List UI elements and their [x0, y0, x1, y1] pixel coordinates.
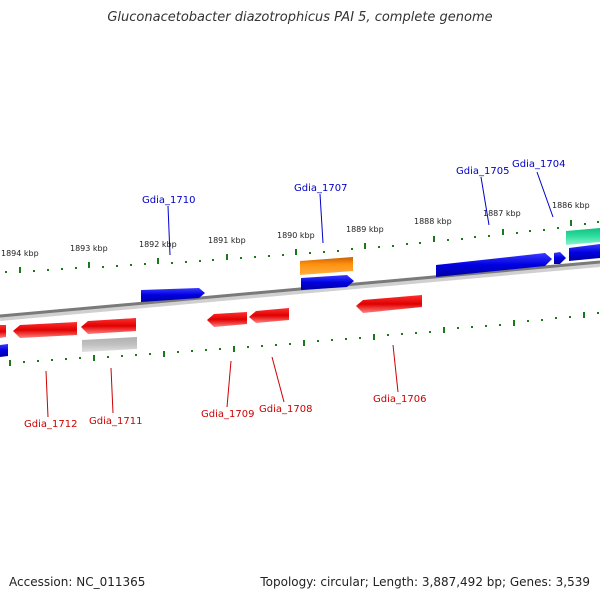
tick-label-1891: 1891 kbp	[208, 236, 246, 245]
leader-gdia-1710	[167, 205, 171, 256]
map-title: Gluconacetobacter diazotrophicus PAI 5, …	[107, 10, 493, 25]
tick-label-1889: 1889 kbp	[346, 225, 384, 234]
tick-label-1887: 1887 kbp	[483, 209, 521, 218]
gene-arrow-gdia-1710[interactable]	[141, 288, 205, 302]
tick-label-1892: 1892 kbp	[139, 240, 177, 249]
gene-arrow-gdia-1709[interactable]	[207, 312, 247, 327]
gene-arrow-gdia-1711[interactable]	[82, 337, 137, 352]
leader-gdia-1706	[392, 344, 399, 393]
leader-gdia-1712	[45, 370, 49, 418]
gene-label-gdia-1710[interactable]: Gdia_1710	[142, 195, 195, 206]
gene-label-gdia-1711[interactable]: Gdia_1711	[89, 416, 142, 427]
tick-label-1894: 1894 kbp	[1, 249, 39, 258]
gene-arrow-gdia-1712[interactable]	[13, 322, 77, 338]
tick-label-1893: 1893 kbp	[70, 244, 108, 253]
upper-tick-track	[5, 220, 599, 273]
tick-label-1890: 1890 kbp	[277, 231, 315, 240]
gene-arrow-gdia-1705[interactable]	[436, 253, 552, 277]
leader-gdia-1708	[271, 356, 285, 403]
gene-arrow-gdia-1708[interactable]	[249, 308, 289, 323]
gene-label-gdia-1709[interactable]: Gdia_1709	[201, 409, 254, 420]
gene-label-gdia-1708[interactable]: Gdia_1708	[259, 404, 312, 415]
tick-label-1886: 1886 kbp	[552, 201, 590, 210]
accession-label: Accession: NC_011365	[9, 575, 146, 589]
leader-gdia-1707	[319, 193, 324, 244]
leader-gdia-1711	[110, 367, 114, 414]
gene-arrow-edge-red[interactable]	[0, 325, 6, 338]
tick-label-1888: 1888 kbp	[414, 217, 452, 226]
gene-label-gdia-1704[interactable]: Gdia_1704	[512, 159, 565, 170]
gene-label-gdia-1706[interactable]: Gdia_1706	[373, 394, 426, 405]
reverse-genes	[0, 295, 422, 352]
gene-arrow-gdia-1704[interactable]	[566, 228, 600, 245]
gene-label-gdia-1707[interactable]: Gdia_1707	[294, 183, 347, 194]
gene-arrow-gdia-1706[interactable]	[356, 295, 422, 313]
gene-arrow-small[interactable]	[554, 252, 566, 264]
leader-gdia-1709	[226, 360, 232, 408]
gene-label-gdia-1712[interactable]: Gdia_1712	[24, 419, 77, 430]
gene-arrow-gdia-1704-blue[interactable]	[569, 244, 600, 261]
lower-tick-track	[9, 312, 599, 366]
forward-genes	[0, 228, 600, 357]
leader-gdia-1705	[480, 176, 490, 226]
gene-arrow-gdia-1711-red[interactable]	[81, 318, 136, 334]
gene-label-gdia-1705[interactable]: Gdia_1705	[456, 166, 509, 177]
gene-arrow-edge-blue[interactable]	[0, 344, 8, 357]
topology-summary: Topology: circular; Length: 3,887,492 bp…	[260, 575, 590, 589]
gene-arrow-gdia-1707[interactable]	[300, 257, 353, 275]
leader-gdia-1704	[536, 171, 554, 218]
genome-backbone	[0, 260, 600, 318]
gene-arrow-gdia-1707-blue[interactable]	[301, 275, 354, 290]
